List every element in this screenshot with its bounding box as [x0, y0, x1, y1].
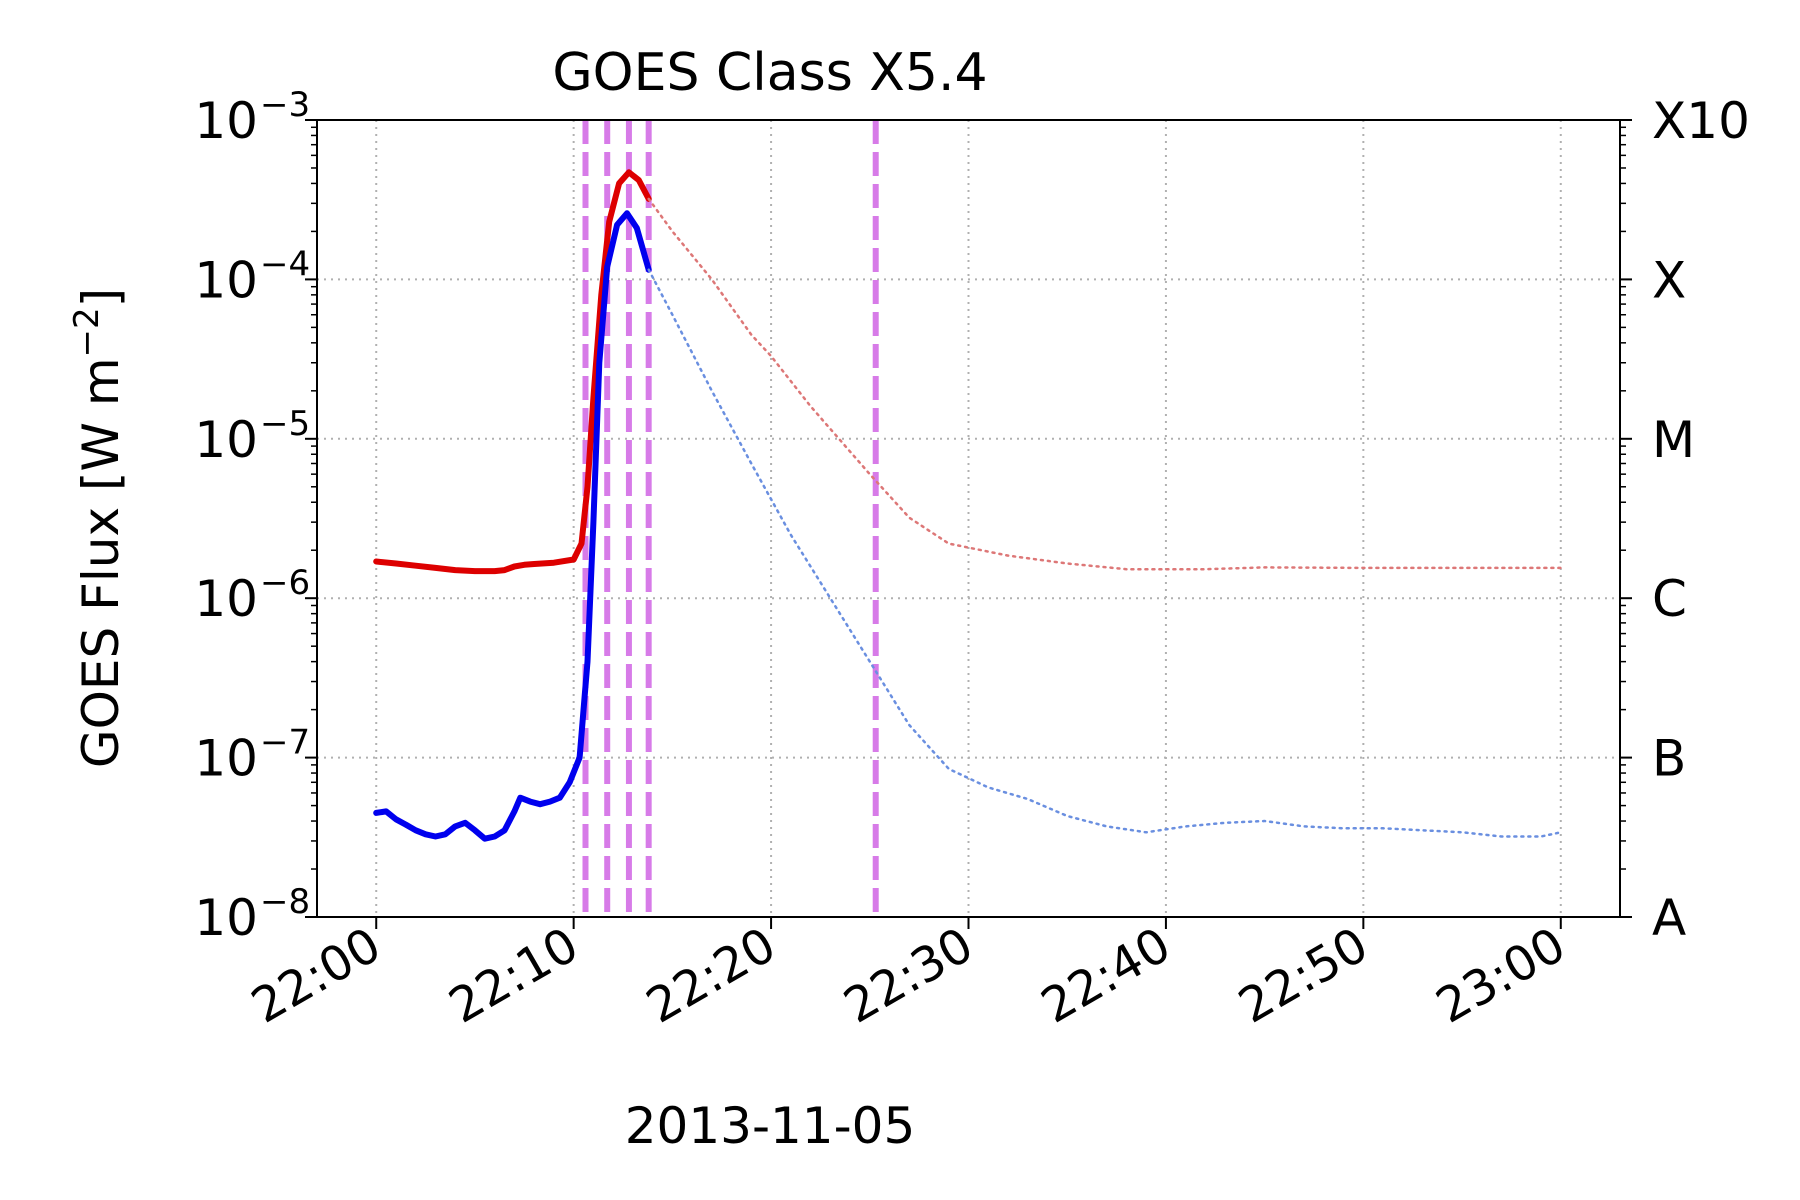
x-tick-label: 23:00 [1427, 917, 1575, 1035]
y-tick-exponent: −3 [260, 85, 310, 125]
y-tick-label: 10 [194, 730, 258, 788]
x-tick-label: 22:40 [1032, 917, 1180, 1035]
right-axis-class-ticks: A B C M X X10 [1620, 92, 1750, 947]
x-tick-label: 22:30 [835, 917, 983, 1035]
y-tick-label: 10 [194, 570, 258, 628]
x-axis-label: 2013-11-05 [625, 1097, 916, 1155]
series-line-3 [647, 268, 1563, 838]
right-class-label: C [1652, 570, 1687, 628]
y-tick-label: 10 [194, 889, 258, 947]
flux-series [373, 169, 1563, 842]
right-class-label: M [1652, 411, 1695, 469]
y-tick-exponent: −4 [260, 244, 310, 284]
chart-title: GOES Class X5.4 [552, 43, 987, 103]
x-tick-label: 22:20 [637, 917, 785, 1035]
grid-lines [317, 119, 1620, 918]
y-tick-exponent: −8 [260, 882, 310, 922]
series-line-2 [373, 210, 652, 842]
y-tick-label: 10 [194, 92, 258, 150]
right-class-label: A [1652, 889, 1686, 947]
right-class-label: X10 [1652, 92, 1750, 150]
y-tick-label: 10 [194, 251, 258, 309]
y-tick-exponent: −5 [260, 404, 310, 444]
series-line-0 [373, 169, 652, 575]
x-tick-label: 22:00 [242, 917, 390, 1035]
x-tick-label: 22:10 [440, 917, 588, 1035]
flare-time-markers [582, 120, 879, 917]
y-tick-label: 10 [194, 411, 258, 469]
y-axis-label: GOES Flux [W m−2] [67, 288, 130, 768]
x-tick-label: 22:50 [1230, 917, 1378, 1035]
right-class-label: X [1652, 251, 1686, 309]
series-line-1 [647, 197, 1563, 571]
right-class-label: B [1652, 730, 1686, 788]
y-tick-exponent: −6 [260, 563, 310, 603]
x-axis-ticks: 22:00 22:10 22:20 22:30 22:40 22:50 23:00 [242, 917, 1574, 1035]
y-tick-exponent: −7 [260, 723, 310, 763]
y-minor-ticks [311, 126, 1626, 870]
y-axis-ticks: 10−810−710−610−510−410−3 [194, 85, 317, 947]
